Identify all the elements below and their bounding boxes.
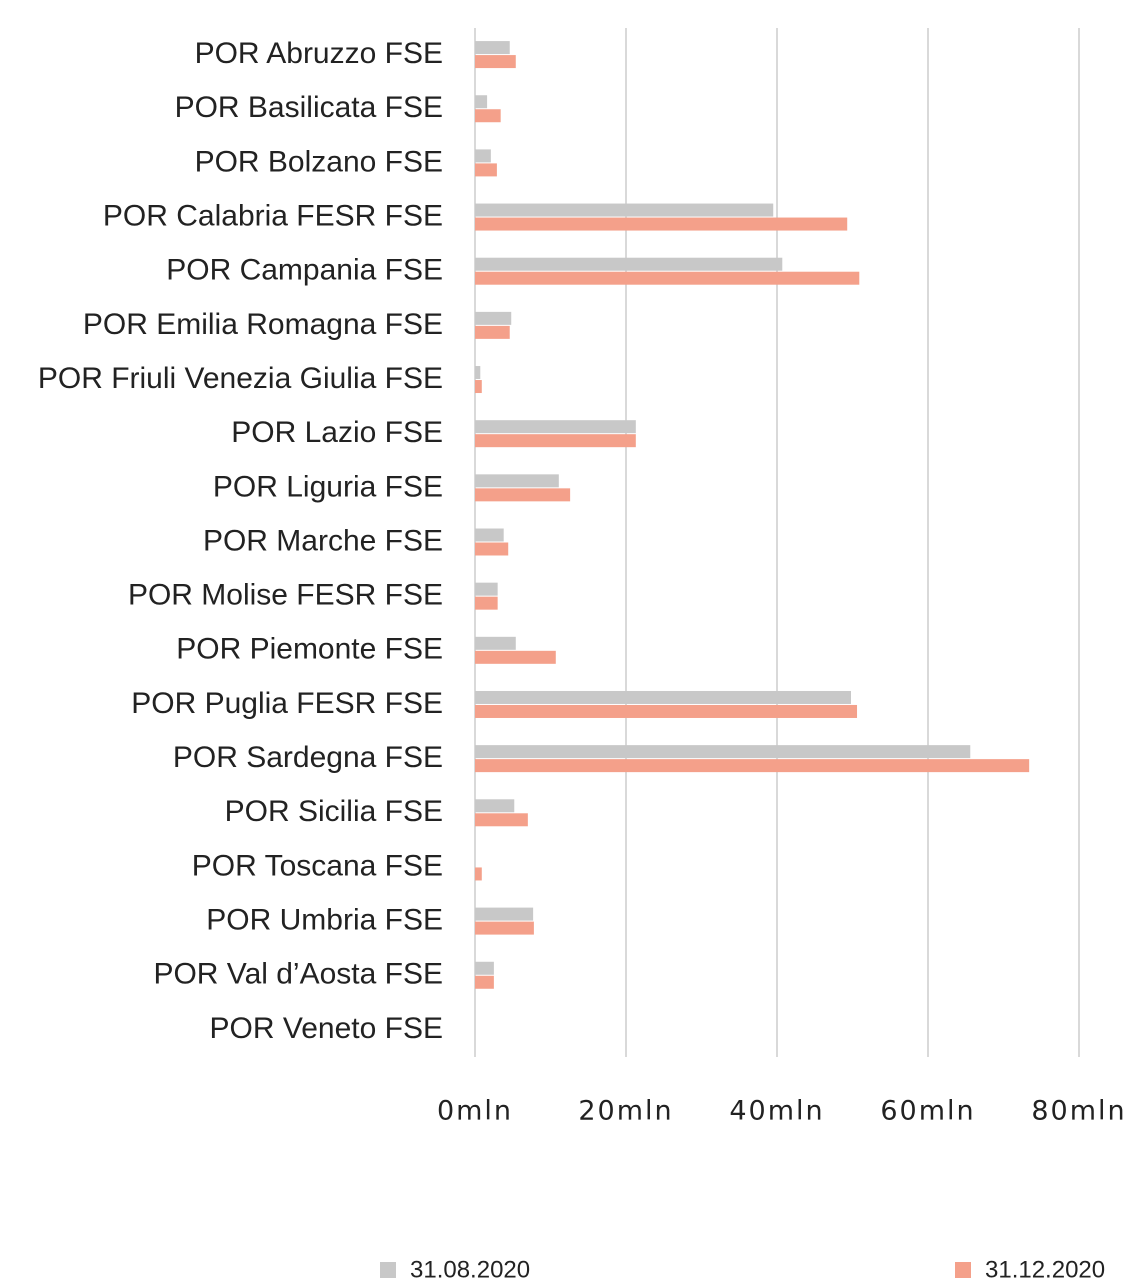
legend-label: 31.08.2020 — [410, 1256, 530, 1281]
category-label: POR Campania FSE — [166, 254, 443, 287]
bar — [475, 867, 482, 881]
bar — [475, 325, 510, 339]
bar — [475, 582, 498, 596]
bar — [475, 109, 501, 123]
bar — [475, 55, 516, 69]
bar — [475, 434, 636, 448]
bar — [475, 95, 488, 109]
bar — [475, 542, 509, 556]
category-label: POR Basilicata FSE — [175, 91, 443, 124]
category-label: POR Molise FESR FSE — [128, 579, 443, 612]
legend-swatch — [380, 1262, 396, 1278]
bar — [475, 636, 516, 650]
bar — [475, 217, 848, 231]
bar — [475, 474, 559, 488]
legend-label: 31.12.2020 — [985, 1256, 1105, 1281]
bar — [475, 921, 534, 935]
category-label: POR Emilia Romagna FSE — [83, 308, 443, 341]
x-tick-label: 0mln — [437, 1096, 513, 1127]
bar — [475, 380, 482, 394]
category-label: POR Sicilia FSE — [225, 795, 443, 828]
category-label: POR Abruzzo FSE — [195, 37, 443, 70]
bar — [475, 813, 528, 827]
x-tick-label: 40mln — [729, 1096, 824, 1127]
category-label: POR Sardegna FSE — [173, 741, 443, 774]
category-label: POR Umbria FSE — [206, 904, 443, 937]
bar — [475, 650, 556, 664]
x-tick-label: 80mln — [1031, 1096, 1124, 1127]
bar — [475, 799, 515, 813]
bar — [475, 149, 491, 163]
category-label: POR Lazio FSE — [231, 416, 443, 449]
bar — [475, 961, 494, 975]
x-tick-label: 20mln — [578, 1096, 673, 1127]
bar — [475, 975, 494, 989]
category-label: POR Puglia FESR FSE — [131, 687, 443, 720]
bar — [475, 596, 498, 610]
bar — [475, 528, 504, 542]
legend-swatch — [955, 1262, 971, 1278]
bar — [475, 366, 481, 380]
category-label: POR Bolzano FSE — [195, 145, 443, 178]
bar — [475, 907, 534, 921]
category-label: POR Piemonte FSE — [176, 633, 443, 666]
category-label: POR Friuli Venezia Giulia FSE — [38, 362, 443, 395]
bar — [475, 257, 783, 271]
bar — [475, 271, 860, 285]
x-tick-label: 60mln — [880, 1096, 975, 1127]
bar — [475, 759, 1030, 773]
category-label: POR Val d’Aosta FSE — [153, 958, 443, 991]
bar — [475, 704, 858, 718]
bar — [475, 163, 497, 177]
category-label: POR Toscana FSE — [192, 849, 443, 882]
bar — [475, 690, 851, 704]
category-label: POR Veneto FSE — [210, 1012, 443, 1045]
bar — [475, 488, 571, 502]
bar — [475, 420, 636, 434]
bar — [475, 41, 510, 55]
category-label: POR Marche FSE — [203, 524, 443, 557]
category-label: POR Calabria FESR FSE — [103, 199, 443, 232]
bar — [475, 203, 774, 217]
bar — [475, 311, 512, 325]
bar — [475, 745, 971, 759]
category-label: POR Liguria FSE — [213, 470, 443, 503]
